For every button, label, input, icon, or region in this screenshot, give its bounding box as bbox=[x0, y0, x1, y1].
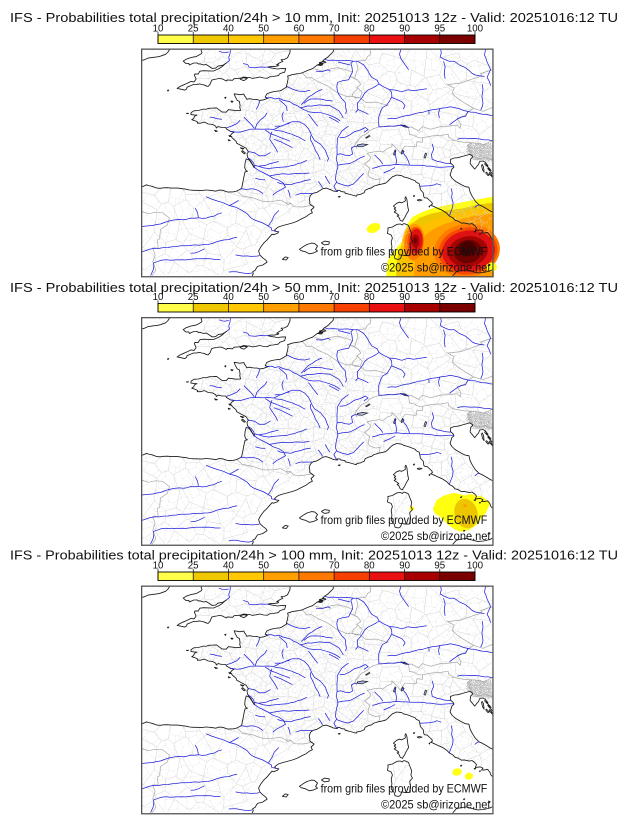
svg-text:50: 50 bbox=[258, 292, 269, 303]
svg-text:80: 80 bbox=[364, 561, 375, 572]
svg-text:70: 70 bbox=[329, 561, 340, 572]
svg-text:10: 10 bbox=[153, 292, 164, 303]
svg-text:80: 80 bbox=[364, 292, 375, 303]
svg-text:100: 100 bbox=[467, 561, 484, 572]
svg-text:25: 25 bbox=[188, 292, 199, 303]
svg-text:60: 60 bbox=[294, 561, 305, 572]
svg-text:100: 100 bbox=[467, 292, 484, 303]
svg-text:IFS - Probabilities total prec: IFS - Probabilities total precipitation/… bbox=[10, 548, 618, 563]
svg-text:100: 100 bbox=[467, 24, 484, 35]
svg-text:40: 40 bbox=[223, 561, 234, 572]
svg-text:70: 70 bbox=[329, 292, 340, 303]
svg-text:25: 25 bbox=[188, 24, 199, 35]
svg-text:IFS - Probabilities total prec: IFS - Probabilities total precipitation/… bbox=[10, 10, 618, 25]
svg-text:50: 50 bbox=[258, 24, 269, 35]
svg-text:10: 10 bbox=[153, 24, 164, 35]
svg-text:95: 95 bbox=[434, 561, 445, 572]
svg-text:IFS - Probabilities total prec: IFS - Probabilities total precipitation/… bbox=[10, 280, 618, 295]
svg-text:40: 40 bbox=[223, 24, 234, 35]
svg-text:95: 95 bbox=[434, 292, 445, 303]
svg-text:70: 70 bbox=[329, 24, 340, 35]
svg-text:60: 60 bbox=[294, 292, 305, 303]
svg-text:90: 90 bbox=[399, 24, 410, 35]
svg-text:10: 10 bbox=[153, 561, 164, 572]
svg-text:90: 90 bbox=[399, 292, 410, 303]
svg-text:25: 25 bbox=[188, 561, 199, 572]
svg-text:80: 80 bbox=[364, 24, 375, 35]
svg-text:40: 40 bbox=[223, 292, 234, 303]
svg-text:90: 90 bbox=[399, 561, 410, 572]
svg-text:95: 95 bbox=[434, 24, 445, 35]
svg-text:50: 50 bbox=[258, 561, 269, 572]
svg-text:60: 60 bbox=[294, 24, 305, 35]
